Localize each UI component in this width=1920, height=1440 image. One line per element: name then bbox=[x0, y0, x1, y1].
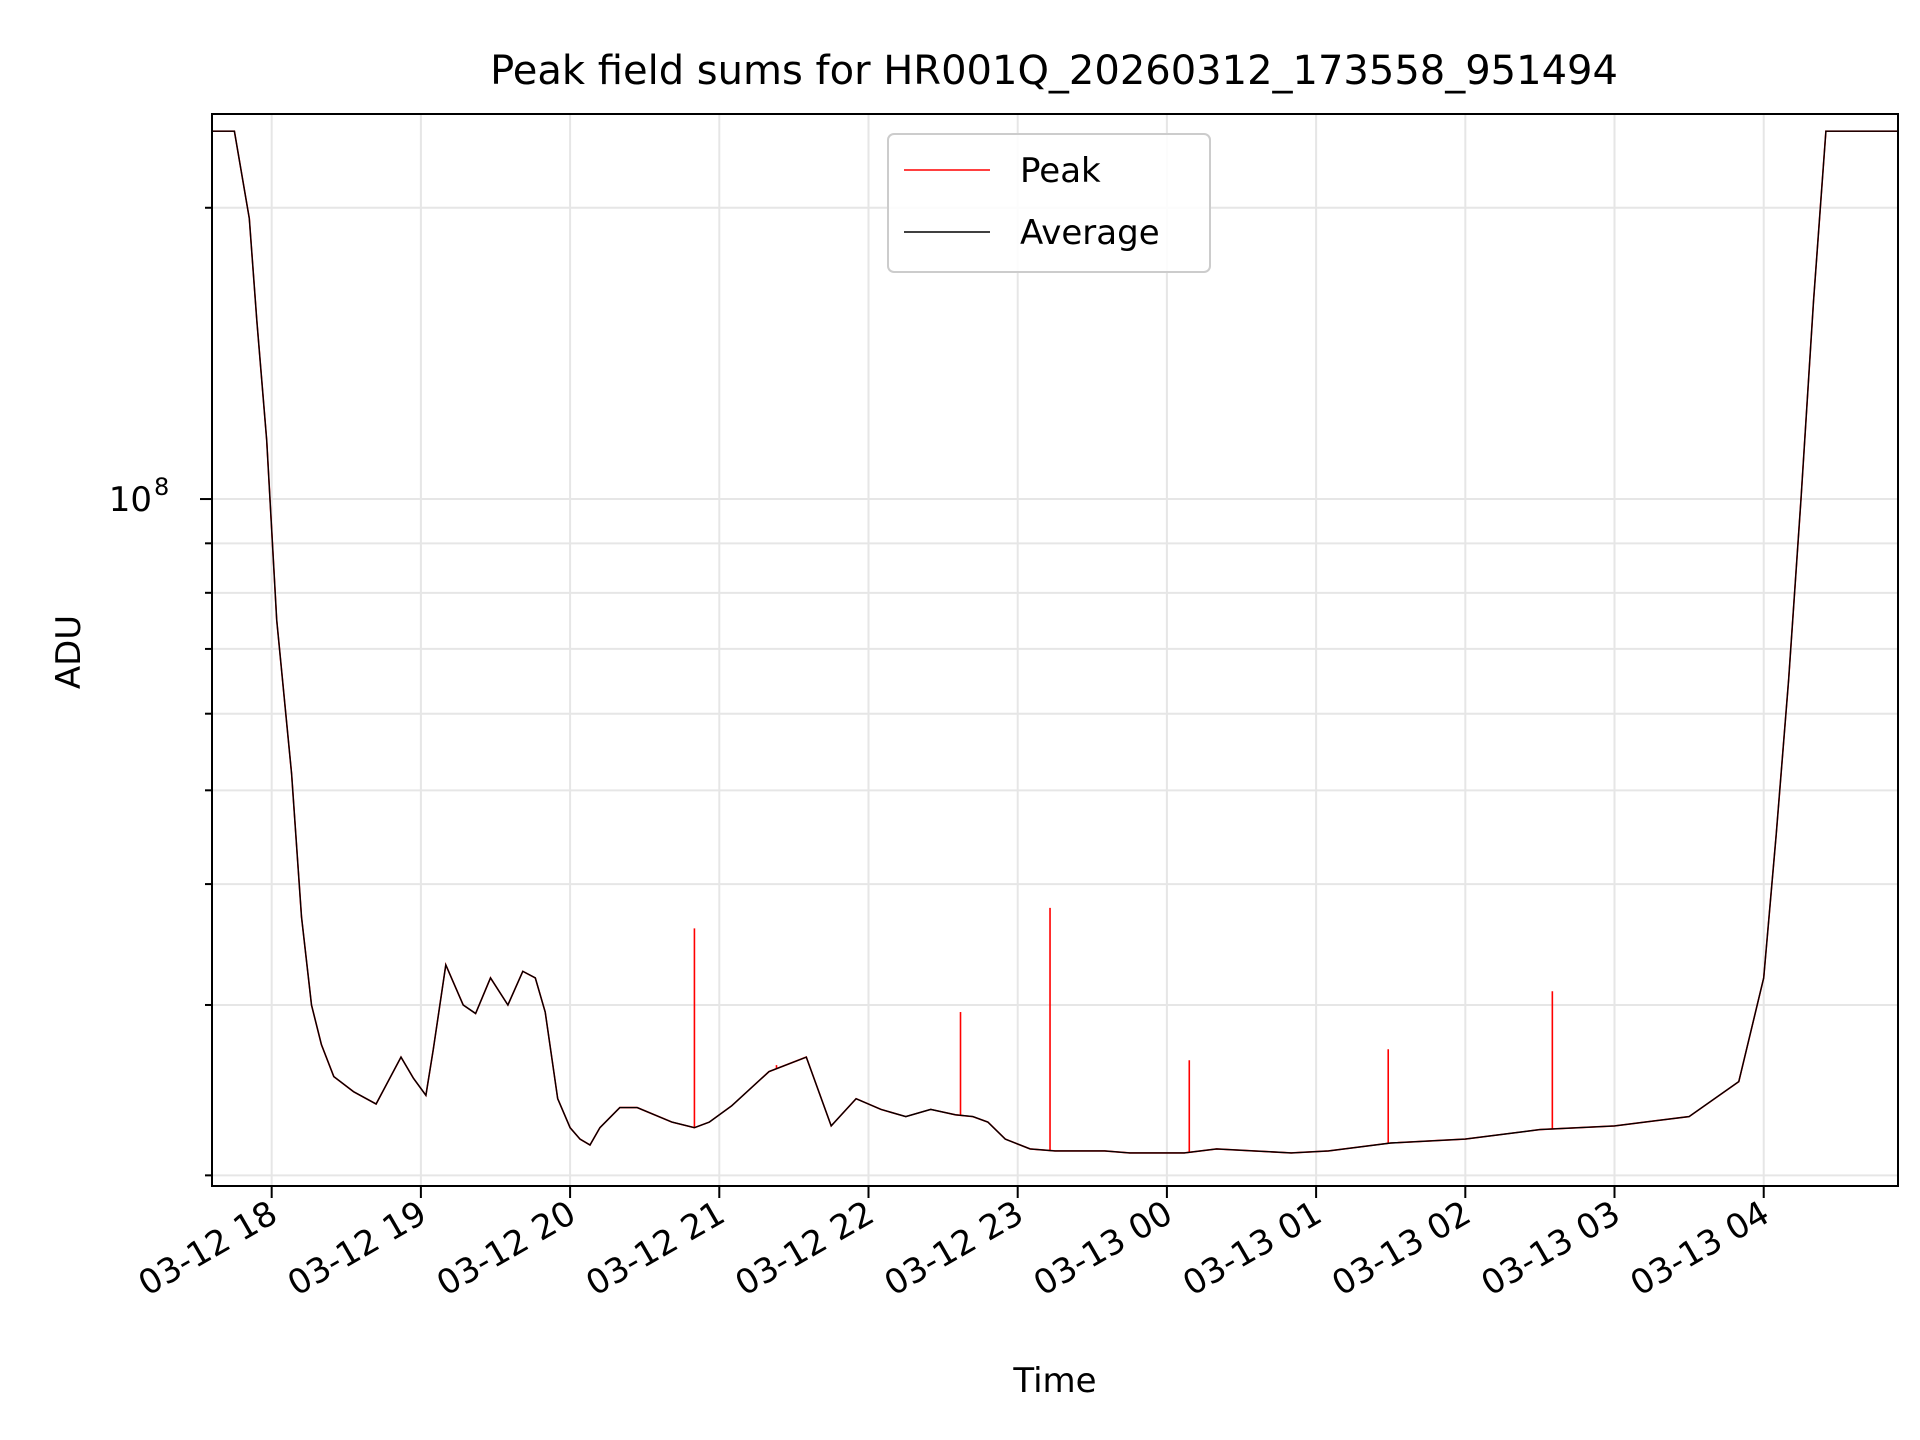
chart-title: Peak field sums for HR001Q_20260312_1735… bbox=[490, 48, 1618, 94]
grid bbox=[212, 114, 1898, 1186]
legend-peak-label: Peak bbox=[1020, 151, 1101, 191]
legend-box bbox=[887, 133, 1211, 273]
y-tick-label-base: 10 bbox=[109, 480, 152, 520]
series-layer bbox=[212, 130, 1898, 1154]
legend: Peak Average bbox=[887, 133, 1211, 273]
y-axis-label: ADU bbox=[49, 615, 89, 689]
legend-average-label: Average bbox=[1020, 213, 1160, 253]
y-tick-label-exponent: 8 bbox=[154, 473, 169, 501]
series-average-line bbox=[212, 130, 1898, 1154]
x-axis-label: Time bbox=[1012, 1361, 1096, 1401]
plot-frame bbox=[211, 113, 1899, 1187]
